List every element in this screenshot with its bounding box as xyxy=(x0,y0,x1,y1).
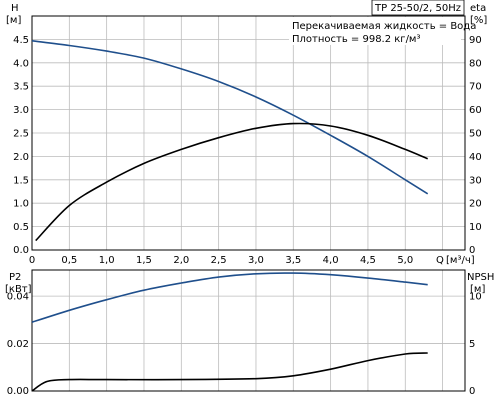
y-left-label: H xyxy=(11,3,19,14)
y-left-tick-label: 0.0 xyxy=(13,245,29,256)
y-right-tick-label: 50 xyxy=(469,129,482,140)
eta-curve xyxy=(35,122,428,242)
h-curve xyxy=(31,40,429,195)
chart-title: TP 25-50/2, 50Hz xyxy=(374,3,461,14)
annotation-density: Плотность = 998.2 кг/м³ xyxy=(292,34,421,45)
y-right-tick-label: 10 xyxy=(469,222,482,233)
p2-curve xyxy=(31,272,428,323)
y-left-tick-label: 1.5 xyxy=(13,175,29,186)
x-tick-label: 0 xyxy=(29,255,35,266)
x-tick-label: 2,0 xyxy=(173,255,189,266)
x-tick-label: 0,5 xyxy=(61,255,77,266)
y-right-tick-label: 30 xyxy=(469,175,482,186)
power-npsh-tick-labels: 0.00 0.02 0.04 0 5 10 xyxy=(7,292,482,397)
head-efficiency-grid xyxy=(32,16,465,250)
x-tick-label: 1,0 xyxy=(99,255,115,266)
y-left-tick-label: 0.04 xyxy=(7,292,29,303)
x-tick-label: 2,5 xyxy=(211,255,227,266)
x-tick-label: 3,5 xyxy=(285,255,301,266)
p2-label: P2 xyxy=(9,272,21,283)
y-right-tick-label: 10 xyxy=(469,292,482,303)
y-right-tick-label: 40 xyxy=(469,152,482,163)
annotation-box xyxy=(289,17,461,45)
x-tick-label: 4,0 xyxy=(323,255,339,266)
npsh-curve xyxy=(31,352,428,392)
y-right-tick-label: 20 xyxy=(469,199,482,210)
y-left-unit: [м] xyxy=(6,15,21,26)
y-right-tick-label: 60 xyxy=(469,105,482,116)
x-axis-label: Q xyxy=(436,255,444,266)
x-axis-label-box xyxy=(424,252,464,266)
y-left-tick-label: 3.5 xyxy=(13,82,29,93)
x-tick-label: 1,5 xyxy=(136,255,152,266)
npsh-unit: [м] xyxy=(470,284,485,295)
y-right-tick-label: 70 xyxy=(469,82,482,93)
x-tick-label: 4,5 xyxy=(360,255,376,266)
power-npsh-plot-frame xyxy=(31,269,466,392)
title-box xyxy=(371,0,465,16)
y-left-tick-label: 4.0 xyxy=(13,58,29,69)
annotation-liquid: Перекачиваемая жидкость = Вода xyxy=(292,21,476,32)
x-tick-label: 5,0 xyxy=(397,255,413,266)
y-left-tick-label: 2.0 xyxy=(13,152,29,163)
head-efficiency-tick-labels: 0.0 0.5 1.0 1.5 2.0 2.5 3.0 3.5 4.0 4.5 0 10 20 30 40 5… xyxy=(13,35,482,266)
p2-unit: [кВт] xyxy=(5,284,32,295)
y-left-tick-label: 1.0 xyxy=(13,199,29,210)
power-npsh-grid xyxy=(32,270,465,391)
x-tick-label: 3,0 xyxy=(248,255,264,266)
head-efficiency-plot-frame xyxy=(31,15,466,251)
y-left-tick-label: 0.00 xyxy=(7,386,29,397)
y-left-tick-label: 3.0 xyxy=(13,105,29,116)
y-right-tick-label: 90 xyxy=(469,35,482,46)
y-left-tick-label: 4.5 xyxy=(13,35,29,46)
head-efficiency-panel: 0.0 0.5 1.0 1.5 2.0 2.5 3.0 3.5 4.0 4.5 0 10 20 30 40 5… xyxy=(6,0,487,266)
y-right-tick-label: 0 xyxy=(469,386,475,397)
y-right-tick-label: 5 xyxy=(469,339,475,350)
power-npsh-lines xyxy=(31,272,428,392)
y-left-tick-label: 0.5 xyxy=(13,222,29,233)
y-right-unit: [%] xyxy=(470,15,487,26)
y-left-tick-label: 0.02 xyxy=(7,339,29,350)
power-npsh-panel: 0.00 0.02 0.04 0 5 10 P2 [кВт] NPSH [м] xyxy=(5,269,494,397)
y-left-tick-label: 2.5 xyxy=(13,129,29,140)
head-efficiency-lines xyxy=(31,40,429,242)
y-right-label: eta xyxy=(470,3,486,14)
x-axis-unit: [м³/ч] xyxy=(446,255,475,266)
y-right-tick-label: 0 xyxy=(469,245,475,256)
y-right-tick-label: 80 xyxy=(469,58,482,69)
npsh-label: NPSH xyxy=(467,272,494,283)
